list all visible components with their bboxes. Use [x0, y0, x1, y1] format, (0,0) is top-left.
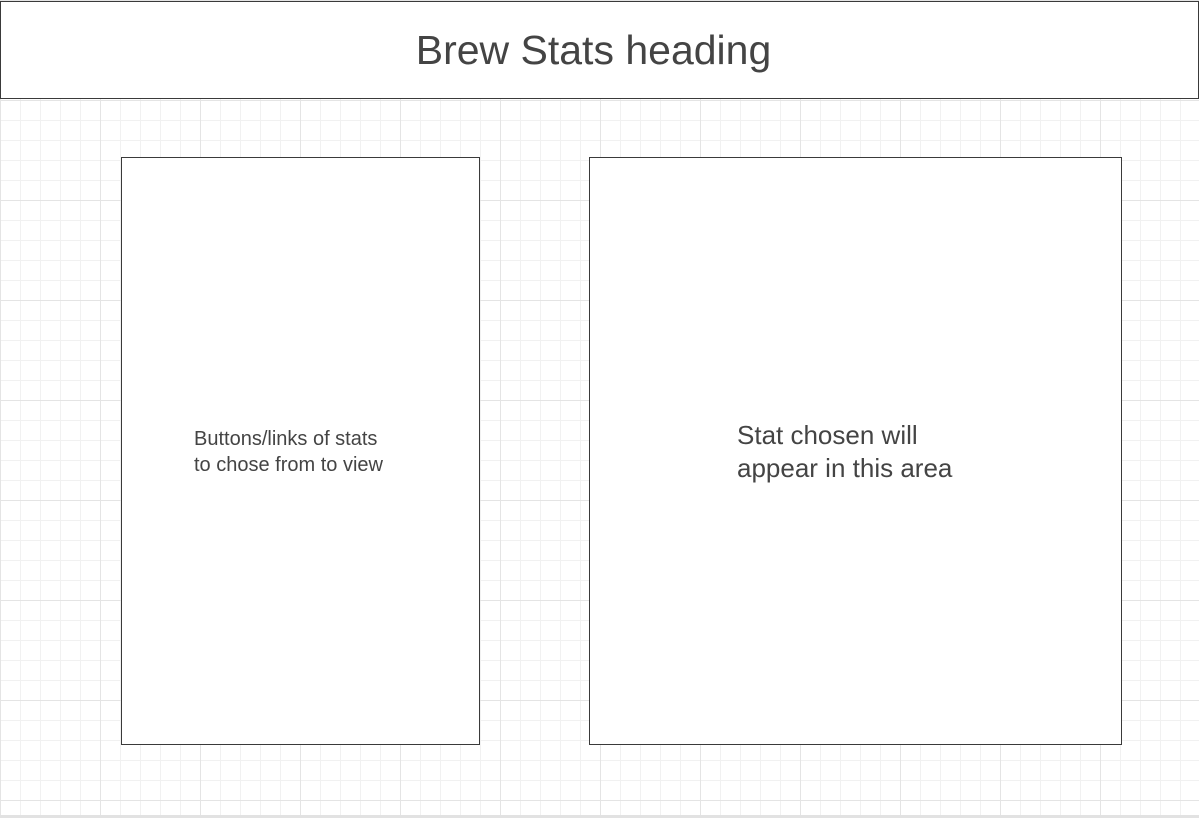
stats-menu-placeholder-text: Buttons/links of stats to chose from to … — [194, 426, 383, 478]
stat-display-panel: Stat chosen will appear in this area — [589, 157, 1122, 745]
stats-menu-text-line-2: to chose from to view — [194, 454, 383, 476]
stats-menu-panel: Buttons/links of stats to chose from to … — [121, 157, 480, 745]
stats-menu-text-line-1: Buttons/links of stats — [194, 428, 378, 450]
bottom-scroll-edge — [0, 815, 1199, 818]
stat-display-text-line-2: appear in this area — [737, 453, 953, 483]
heading-box: Brew Stats heading — [0, 1, 1199, 99]
page-title: Brew Stats heading — [415, 26, 772, 73]
stat-display-placeholder-text: Stat chosen will appear in this area — [737, 419, 952, 485]
stat-display-text-line-1: Stat chosen will — [737, 420, 918, 450]
